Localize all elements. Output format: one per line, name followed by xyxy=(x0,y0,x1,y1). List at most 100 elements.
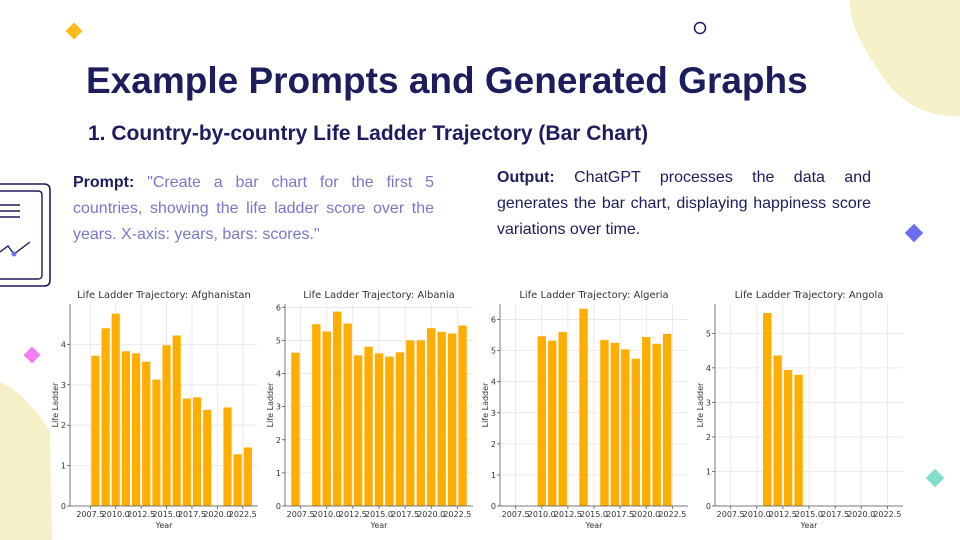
blue-diamond-icon xyxy=(904,223,924,243)
bar xyxy=(773,355,782,506)
bar xyxy=(111,313,120,506)
pink-diamond-icon xyxy=(23,346,41,364)
x-tick-label: 2010.0 xyxy=(528,510,556,519)
chart-angola: 2007.5 2010.0 2012.5 2015.0 2017.5 2020.0 2022… xyxy=(693,284,911,539)
output-paragraph: Output: ChatGPT processes the data and g… xyxy=(497,165,871,243)
y-axis-label: Life Ladder xyxy=(696,382,705,427)
bar xyxy=(343,323,352,506)
x-axis-label: Year xyxy=(155,521,174,530)
bar xyxy=(610,342,620,506)
bar xyxy=(91,355,100,506)
bar xyxy=(192,397,202,506)
y-tick-label: 0 xyxy=(706,502,711,511)
bar xyxy=(172,335,181,506)
y-tick-label: 1 xyxy=(276,469,281,478)
bar xyxy=(652,343,661,506)
x-tick-label: 2015.0 xyxy=(365,510,393,519)
bar xyxy=(312,324,321,506)
bar xyxy=(631,358,640,506)
y-axis-label: Life Ladder xyxy=(51,382,60,427)
bar xyxy=(233,454,242,506)
chart-svg: 2007.52010.02012.52015.02017.52020.02022… xyxy=(696,290,903,530)
y-tick-label: 3 xyxy=(706,398,711,407)
x-axis-label: Year xyxy=(585,521,604,530)
bar xyxy=(416,340,425,506)
x-tick-label: 2022.5 xyxy=(229,510,257,519)
bar xyxy=(243,447,252,506)
x-tick-label: 2015.0 xyxy=(153,510,181,519)
x-tick-label: 2017.5 xyxy=(391,510,419,519)
bar xyxy=(548,340,557,506)
x-tick-label: 2017.5 xyxy=(178,510,206,519)
x-tick-label: 2020.0 xyxy=(847,510,875,519)
y-tick-label: 0 xyxy=(491,502,496,511)
teal-diamond-icon xyxy=(925,468,945,488)
x-tick-label: 2007.5 xyxy=(717,510,745,519)
chart-title: Life Ladder Trajectory: Albania xyxy=(303,290,455,301)
x-tick-label: 2007.5 xyxy=(502,510,530,519)
bar xyxy=(427,328,436,506)
bar xyxy=(642,336,651,506)
bar xyxy=(600,340,609,506)
bar xyxy=(579,308,588,506)
x-tick-label: 2007.5 xyxy=(76,510,104,519)
y-tick-label: 2 xyxy=(706,433,711,442)
y-axis-label: Life Ladder xyxy=(481,382,490,427)
bar xyxy=(395,352,405,506)
y-tick-label: 5 xyxy=(491,347,496,356)
chart-title: Life Ladder Trajectory: Angola xyxy=(735,290,884,301)
y-tick-label: 4 xyxy=(61,340,66,349)
chart-svg: 2007.52010.02012.52015.02017.52020.02022… xyxy=(51,290,258,530)
y-tick-label: 4 xyxy=(491,378,496,387)
y-tick-label: 1 xyxy=(491,471,496,480)
x-tick-label: 2012.5 xyxy=(554,510,582,519)
prompt-paragraph: Prompt: "Create a bar chart for the firs… xyxy=(73,170,434,248)
bar xyxy=(364,346,373,506)
y-tick-label: 1 xyxy=(61,462,66,471)
bar xyxy=(374,353,384,506)
x-tick-label: 2010.0 xyxy=(313,510,341,519)
bar xyxy=(333,311,342,506)
bar xyxy=(621,349,630,506)
x-tick-label: 2007.5 xyxy=(287,510,315,519)
x-tick-label: 2015.0 xyxy=(580,510,608,519)
y-tick-label: 6 xyxy=(276,303,281,312)
bar xyxy=(121,351,130,506)
bar xyxy=(353,355,363,506)
orange-diamond-icon xyxy=(65,22,83,40)
circle-outline-icon xyxy=(693,21,707,35)
document-chart-icon xyxy=(0,183,51,287)
x-tick-label: 2017.5 xyxy=(821,510,849,519)
prompt-label: Prompt: xyxy=(73,174,135,191)
x-tick-label: 2022.5 xyxy=(658,510,686,519)
slide-subtitle: 1. Country-by-country Life Ladder Trajec… xyxy=(88,122,649,145)
x-tick-label: 2012.5 xyxy=(769,510,797,519)
bar xyxy=(203,409,212,506)
y-axis-label: Life Ladder xyxy=(266,382,275,427)
output-label: Output: xyxy=(497,169,555,186)
bar xyxy=(162,345,171,506)
x-tick-label: 2017.5 xyxy=(606,510,634,519)
y-tick-label: 4 xyxy=(276,370,281,379)
x-axis-label: Year xyxy=(800,521,819,530)
y-tick-label: 2 xyxy=(61,421,66,430)
y-tick-label: 3 xyxy=(61,381,66,390)
chart-title: Life Ladder Trajectory: Afghanistan xyxy=(77,290,251,301)
bar xyxy=(763,312,772,506)
bar xyxy=(783,369,793,506)
bar xyxy=(662,333,672,506)
x-tick-label: 2012.5 xyxy=(127,510,155,519)
bar xyxy=(322,331,331,506)
x-tick-label: 2010.0 xyxy=(743,510,771,519)
x-tick-label: 2020.0 xyxy=(632,510,660,519)
bar xyxy=(142,361,151,506)
bar xyxy=(537,336,546,506)
x-tick-label: 2020.0 xyxy=(203,510,231,519)
bar xyxy=(291,352,300,506)
bar xyxy=(447,333,457,506)
bar xyxy=(131,353,141,506)
bar xyxy=(385,356,394,506)
y-tick-label: 2 xyxy=(491,440,496,449)
y-tick-label: 0 xyxy=(61,502,66,511)
y-tick-label: 0 xyxy=(276,502,281,511)
